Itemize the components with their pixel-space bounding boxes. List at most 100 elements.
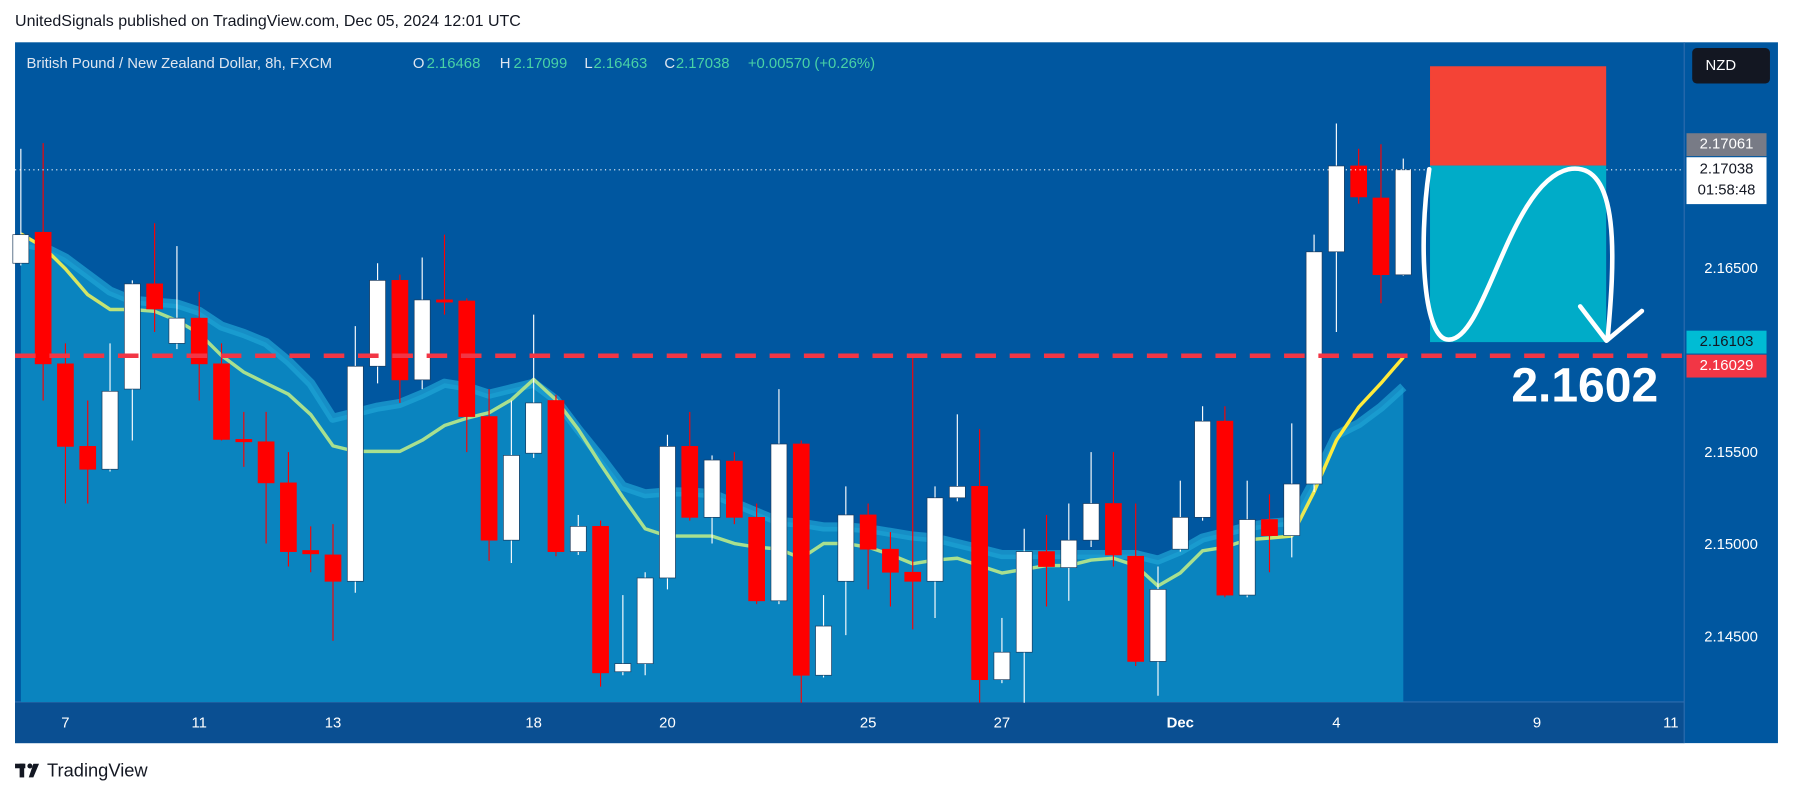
candle-body xyxy=(1082,503,1100,541)
candle-body xyxy=(324,554,342,582)
candle-body xyxy=(748,516,765,602)
y-tick-label: 2.15000 xyxy=(1704,537,1758,553)
candle-body xyxy=(101,390,119,470)
candle-body xyxy=(79,446,97,470)
candle-body xyxy=(1216,420,1234,596)
candle-body xyxy=(1328,165,1345,253)
candle-body xyxy=(480,416,498,541)
candle-body xyxy=(1060,539,1078,568)
candle-body xyxy=(413,299,431,381)
candle-body xyxy=(837,514,855,582)
plot xyxy=(12,123,1685,703)
logo-part xyxy=(19,763,25,778)
candle-body xyxy=(614,663,632,673)
candle-body xyxy=(792,443,810,676)
candle-body xyxy=(391,280,409,381)
candle-body xyxy=(547,400,565,552)
candle-body xyxy=(1283,483,1301,536)
x-tick-label: 18 xyxy=(525,716,542,732)
candle-body xyxy=(1394,169,1412,276)
publish-header: UnitedSignals published on TradingView.c… xyxy=(15,13,521,30)
candle-body xyxy=(1305,251,1323,485)
change-value: +0.00570 (+0.26%) xyxy=(748,56,875,72)
level-price-label: 2.16029 xyxy=(1700,358,1754,374)
ohlc-value: 2.17099 xyxy=(514,56,568,72)
candle-body xyxy=(57,363,74,447)
candle-body xyxy=(948,486,966,499)
candle-body xyxy=(1015,551,1033,653)
symbol-legend: British Pound / New Zealand Dollar, 8h, … xyxy=(26,56,332,72)
candle-body xyxy=(1105,503,1122,556)
x-tick-label: 11 xyxy=(1663,716,1678,732)
y-tick-label: 2.15500 xyxy=(1704,445,1758,461)
y-tick-label: 2.16500 xyxy=(1704,261,1758,277)
candle-body xyxy=(859,514,877,550)
candle-body xyxy=(681,446,699,518)
candle-body xyxy=(525,402,543,454)
last-price-label: 2.17038 xyxy=(1700,162,1754,178)
candle-body xyxy=(280,482,297,552)
candle-body xyxy=(168,317,186,344)
candle-body xyxy=(436,299,453,303)
candle-body xyxy=(569,526,587,552)
stop-zone xyxy=(1430,66,1607,166)
ohlc-letter: L xyxy=(584,56,592,72)
candle-body xyxy=(34,231,52,365)
candle-body xyxy=(1372,197,1390,276)
ohlc-letter: O xyxy=(413,56,425,72)
candle-body xyxy=(993,651,1011,681)
level-price-box xyxy=(1686,354,1767,378)
logo-part xyxy=(28,763,40,778)
candle-body xyxy=(458,300,476,417)
candle-body xyxy=(904,571,922,582)
candle-body xyxy=(1127,555,1145,662)
candle-body xyxy=(302,550,320,555)
ohlc-letter: C xyxy=(664,56,675,72)
x-tick-label: 11 xyxy=(191,716,206,732)
x-tick-label: Dec xyxy=(1167,716,1194,732)
candle-body xyxy=(257,441,275,484)
candle-body xyxy=(882,548,899,573)
ohlc-value: 2.16468 xyxy=(427,56,481,72)
currency-badge xyxy=(1692,48,1770,84)
candle-body xyxy=(190,317,208,365)
candle-body xyxy=(1194,420,1211,518)
candle-body xyxy=(703,459,721,518)
countdown-label: 01:58:48 xyxy=(1698,182,1756,198)
arrow-head xyxy=(1577,304,1645,343)
x-tick-label: 9 xyxy=(1533,716,1541,732)
target-price-box xyxy=(1686,330,1767,354)
hand-drawn-curve xyxy=(1421,166,1615,342)
candle-body xyxy=(123,283,141,390)
last-price-box xyxy=(1686,157,1767,205)
x-tick-label: 25 xyxy=(860,716,877,732)
x-tick-label: 4 xyxy=(1332,716,1340,732)
y-tick-label: 2.14500 xyxy=(1704,629,1758,645)
candle-body xyxy=(1149,589,1167,662)
candle-body xyxy=(726,460,743,518)
overlay xyxy=(1421,66,1645,343)
ohlc-value: 2.17038 xyxy=(676,56,730,72)
x-tick-label: 7 xyxy=(61,716,69,732)
currency-label: NZD xyxy=(1706,58,1737,74)
candle-body xyxy=(213,363,230,440)
candle-body xyxy=(1038,551,1055,567)
x-tick-label: 13 xyxy=(325,716,342,732)
candle-body xyxy=(369,280,386,367)
candle-body xyxy=(659,446,676,579)
price-annotation: 2.1602 xyxy=(1511,359,1658,412)
candle-body xyxy=(926,497,944,582)
x-tick-label: 20 xyxy=(659,716,676,732)
candle-body xyxy=(815,625,832,676)
candle-body xyxy=(146,283,163,310)
candle-body xyxy=(503,455,520,541)
time-axis xyxy=(15,701,1685,744)
candle-body xyxy=(1171,516,1189,550)
candle-body xyxy=(12,234,30,264)
entry-price-box xyxy=(1686,133,1767,157)
candle-body xyxy=(1261,519,1278,536)
area xyxy=(20,243,1404,702)
logo-part xyxy=(27,763,33,769)
ohlc-value: 2.16463 xyxy=(594,56,648,72)
